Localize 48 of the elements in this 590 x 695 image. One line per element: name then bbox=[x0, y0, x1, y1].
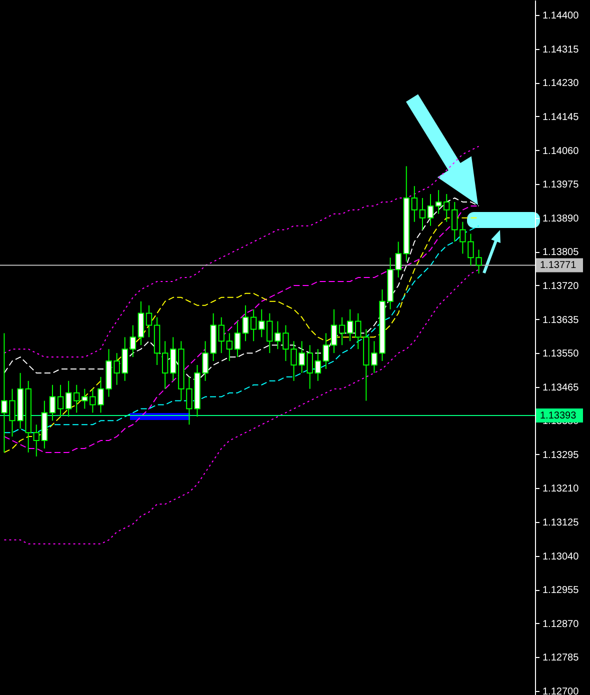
candlestick bbox=[258, 308, 265, 338]
y-tick-label: 1.13210 bbox=[542, 484, 580, 495]
candlestick bbox=[250, 308, 257, 342]
candlestick bbox=[146, 304, 152, 338]
candlestick bbox=[355, 312, 362, 350]
y-tick-label: 1.13720 bbox=[542, 280, 580, 292]
candlestick bbox=[138, 300, 144, 346]
y-tick-label: 1.12955 bbox=[542, 585, 580, 596]
candlestick bbox=[65, 380, 72, 418]
candlestick bbox=[306, 344, 313, 390]
y-tick-label: 1.13635 bbox=[542, 314, 580, 326]
ref-line-label: 1.13771 bbox=[540, 260, 577, 272]
line-series bbox=[4, 269, 480, 544]
candlestick bbox=[130, 324, 136, 358]
candlestick bbox=[226, 332, 233, 362]
y-tick-label: 1.12870 bbox=[542, 618, 580, 630]
ref-line-label: 1.13393 bbox=[540, 410, 577, 422]
line-series bbox=[4, 146, 480, 358]
y-tick-label: 1.13890 bbox=[542, 213, 580, 224]
candlestick bbox=[234, 320, 241, 358]
y-tick-label: 1.14060 bbox=[542, 146, 580, 157]
y-tick-label: 1.13125 bbox=[542, 518, 580, 529]
y-tick-label: 1.13295 bbox=[542, 450, 580, 461]
y-tick-label: 1.14400 bbox=[542, 10, 580, 22]
candlestick bbox=[242, 304, 249, 342]
candlestick bbox=[218, 316, 225, 354]
candlestick bbox=[162, 340, 168, 390]
y-tick-label: 1.13040 bbox=[542, 551, 580, 562]
candlestick bbox=[443, 194, 450, 222]
y-tick-label: 1.13465 bbox=[542, 382, 580, 394]
candlestick bbox=[419, 198, 426, 230]
y-tick-label: 1.14315 bbox=[542, 44, 580, 56]
candlestick bbox=[74, 384, 80, 414]
candlestick bbox=[322, 332, 330, 370]
y-tick-label: 1.13975 bbox=[542, 180, 580, 191]
candlestick bbox=[346, 308, 354, 342]
candlestick bbox=[49, 384, 56, 422]
y-tick-label: 1.14145 bbox=[542, 112, 580, 123]
candlestick bbox=[57, 384, 64, 418]
candlestick bbox=[330, 308, 338, 354]
y-tick-label: 1.12785 bbox=[542, 652, 580, 664]
y-tick-label: 1.14230 bbox=[542, 78, 580, 90]
y-tick-label: 1.13550 bbox=[542, 348, 580, 360]
candlestick bbox=[33, 424, 40, 457]
y-tick-label: 1.13805 bbox=[542, 247, 580, 258]
y-tick-label: 1.12700 bbox=[542, 686, 580, 695]
candlestick bbox=[411, 186, 418, 222]
candlestick bbox=[338, 316, 346, 346]
